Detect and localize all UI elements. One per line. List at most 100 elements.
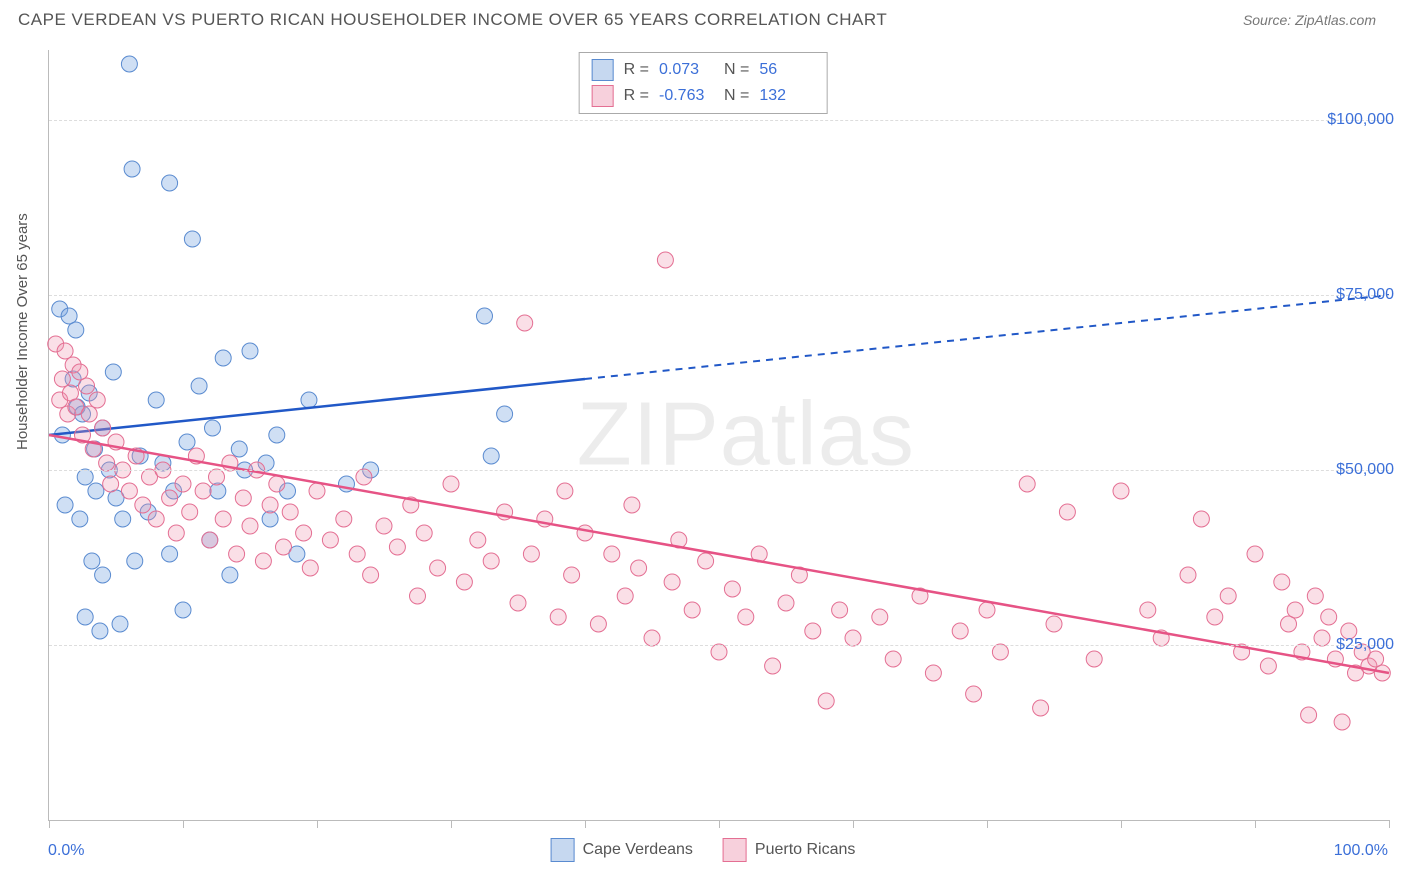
scatter-point: [1287, 602, 1303, 618]
scatter-point: [57, 343, 73, 359]
scatter-point: [282, 504, 298, 520]
x-axis-max-label: 100.0%: [1334, 842, 1388, 860]
scatter-point: [103, 476, 119, 492]
scatter-point: [162, 490, 178, 506]
scatter-point: [255, 553, 271, 569]
scatter-point: [95, 420, 111, 436]
scatter-point: [1046, 616, 1062, 632]
scatter-point: [1307, 588, 1323, 604]
scatter-point: [77, 609, 93, 625]
scatter-point: [115, 511, 131, 527]
scatter-point: [77, 469, 93, 485]
scatter-point: [121, 483, 137, 499]
scatter-point: [617, 588, 633, 604]
n-label: N =: [724, 61, 749, 79]
stats-row: R =-0.763N =132: [592, 83, 815, 109]
scatter-point: [72, 511, 88, 527]
scatter-point: [296, 525, 312, 541]
scatter-point: [105, 364, 121, 380]
scatter-point: [430, 560, 446, 576]
legend-item: Puerto Ricans: [723, 838, 856, 862]
scatter-point: [1180, 567, 1196, 583]
n-value: 132: [759, 87, 814, 105]
y-tick-label: $50,000: [1336, 461, 1394, 479]
scatter-point: [1140, 602, 1156, 618]
r-label: R =: [624, 87, 649, 105]
scatter-point: [191, 378, 207, 394]
x-tick: [853, 820, 854, 828]
scatter-point: [57, 497, 73, 513]
r-value: 0.073: [659, 61, 714, 79]
scatter-point: [99, 455, 115, 471]
scatter-point: [168, 525, 184, 541]
scatter-point: [175, 476, 191, 492]
legend-swatch: [551, 838, 575, 862]
scatter-point: [88, 483, 104, 499]
scatter-point: [231, 441, 247, 457]
x-tick: [1121, 820, 1122, 828]
scatter-point: [135, 497, 151, 513]
scatter-point: [872, 609, 888, 625]
scatter-point: [1019, 476, 1035, 492]
scatter-point: [215, 350, 231, 366]
legend-item: Cape Verdeans: [551, 838, 693, 862]
legend-swatch: [592, 59, 614, 81]
x-tick: [317, 820, 318, 828]
scatter-point: [483, 448, 499, 464]
scatter-point: [724, 581, 740, 597]
scatter-point: [301, 392, 317, 408]
scatter-point: [1113, 483, 1129, 499]
scatter-point: [698, 553, 714, 569]
scatter-point: [182, 504, 198, 520]
scatter-point: [148, 511, 164, 527]
chart-title: CAPE VERDEAN VS PUERTO RICAN HOUSEHOLDER…: [18, 10, 887, 30]
scatter-point: [242, 343, 258, 359]
legend-label: Cape Verdeans: [583, 841, 693, 859]
scatter-point: [1207, 609, 1223, 625]
scatter-point: [885, 651, 901, 667]
scatter-point: [684, 602, 700, 618]
n-value: 56: [759, 61, 814, 79]
scatter-point: [84, 553, 100, 569]
scatter-point: [92, 623, 108, 639]
scatter-point: [1334, 714, 1350, 730]
legend-swatch: [592, 85, 614, 107]
scatter-point: [1314, 630, 1330, 646]
scatter-point: [510, 595, 526, 611]
scatter-point: [112, 616, 128, 632]
scatter-point: [276, 539, 292, 555]
scatter-point: [363, 567, 379, 583]
legend-bottom: Cape Verdeans Puerto Ricans: [551, 838, 856, 862]
legend-swatch: [723, 838, 747, 862]
scatter-point: [456, 574, 472, 590]
correlation-stats-box: R =0.073N =56R =-0.763N =132: [579, 52, 828, 114]
scatter-point: [1274, 574, 1290, 590]
scatter-point: [664, 574, 680, 590]
r-value: -0.763: [659, 87, 714, 105]
scatter-point: [179, 434, 195, 450]
scatter-point: [162, 546, 178, 562]
scatter-point: [952, 623, 968, 639]
scatter-point: [210, 483, 226, 499]
scatter-point: [1033, 700, 1049, 716]
scatter-point: [657, 252, 673, 268]
scatter-point: [443, 476, 459, 492]
scatter-point: [302, 560, 318, 576]
grid-line: [49, 295, 1389, 296]
scatter-point: [1260, 658, 1276, 674]
legend-label: Puerto Ricans: [755, 841, 856, 859]
x-tick: [49, 820, 50, 828]
stats-row: R = 0.073 N = 56: [592, 57, 815, 83]
scatter-point: [1321, 609, 1337, 625]
scatter-point: [631, 560, 647, 576]
scatter-point: [124, 161, 140, 177]
scatter-point: [184, 231, 200, 247]
y-tick-label: $25,000: [1336, 636, 1394, 654]
scatter-point: [222, 567, 238, 583]
scatter-point: [577, 525, 593, 541]
scatter-point: [590, 616, 606, 632]
x-tick: [719, 820, 720, 828]
r-label: R =: [624, 61, 649, 79]
scatter-point: [1086, 651, 1102, 667]
x-axis-min-label: 0.0%: [48, 842, 84, 860]
